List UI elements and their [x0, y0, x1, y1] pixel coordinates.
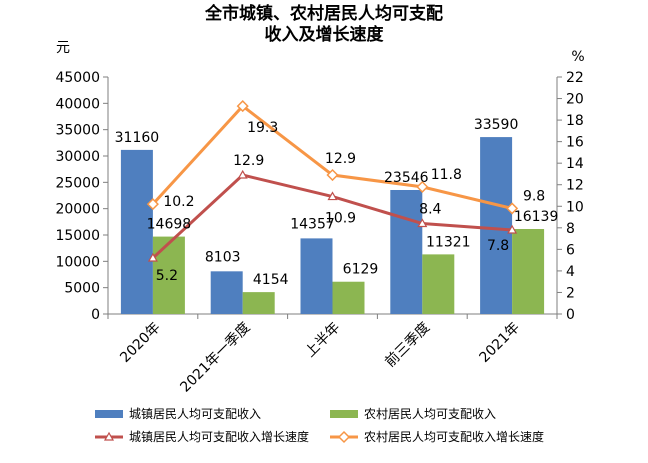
line-value-label: 7.8	[487, 238, 509, 254]
legend-label: 城镇居民人均可支配收入	[129, 407, 261, 421]
bar	[332, 281, 365, 314]
bar-value-label: 6129	[343, 262, 379, 278]
line-point-diamond	[416, 180, 429, 193]
bar-value-label: 16139	[514, 209, 559, 225]
x-tick-label: 2021年	[477, 320, 523, 366]
line-point-triangle	[507, 224, 518, 234]
y-right-tick-label: 6	[566, 242, 575, 258]
bar	[390, 189, 423, 314]
y-left-tick-label: 0	[91, 307, 100, 323]
y-right-tick-label: 10	[566, 199, 584, 215]
y-right-tick-label: 18	[566, 113, 584, 129]
legend-label: 农村居民人均可支配收入增长速度	[364, 429, 544, 444]
line-value-label: 9.8	[523, 188, 545, 204]
y-right-unit: %	[571, 49, 584, 65]
line-value-label: 12.9	[233, 153, 264, 169]
line-point-triangle	[327, 191, 338, 201]
bar	[480, 137, 513, 314]
line-value-label: 12.9	[325, 151, 356, 167]
y-right-tick-label: 8	[566, 221, 575, 237]
y-left-tick-label: 10000	[55, 254, 100, 270]
bar	[300, 238, 333, 314]
y-right-tick-label: 0	[566, 307, 575, 323]
y-right-tick-label: 14	[566, 156, 584, 172]
line-point-diamond	[146, 198, 159, 211]
bar	[120, 149, 153, 314]
bar-value-label: 4154	[253, 272, 289, 288]
y-right-tick-label: 22	[566, 70, 584, 86]
y-right-tick-label: 20	[566, 92, 584, 108]
x-tick-label: 上半年	[302, 320, 343, 361]
y-left-tick-label: 20000	[55, 202, 100, 218]
line-value-label: 8.4	[419, 202, 441, 218]
bar-value-label: 31160	[115, 130, 160, 146]
bar-value-label: 23546	[384, 170, 429, 186]
bar-value-label: 14357	[290, 216, 335, 232]
y-left-unit: 元	[56, 40, 70, 56]
bar-value-label: 8103	[205, 249, 241, 265]
y-left-tick-label: 45000	[55, 70, 100, 86]
bar	[422, 254, 455, 314]
line-point-diamond	[326, 168, 339, 182]
y-left-tick-label: 35000	[55, 123, 100, 139]
y-right-tick-label: 2	[566, 285, 575, 301]
y-left-tick-label: 30000	[55, 149, 100, 165]
legend-label: 城镇居民人均可支配收入增长速度	[129, 429, 309, 444]
line-point-triangle	[237, 169, 248, 179]
y-left-tick-label: 5000	[64, 281, 100, 297]
line-value-label: 5.2	[156, 268, 178, 284]
legend-marker-diamond	[337, 430, 351, 444]
line-value-label: 19.3	[247, 120, 278, 136]
chart-title-line-2: 收入及增长速度	[264, 25, 384, 45]
x-tick-label: 2021年一季度	[177, 320, 253, 396]
bar-value-label: 11321	[426, 234, 471, 250]
line-value-label: 10.9	[325, 211, 356, 227]
bar-value-label: 33590	[474, 117, 519, 133]
line-point-diamond	[506, 202, 519, 215]
legend-label: 农村居民人均可支配收入	[364, 407, 496, 421]
chart-title-line-1: 全市城镇、农村居民人均可支配	[205, 4, 443, 24]
legend-swatch	[95, 410, 123, 418]
x-tick-label: 2020年	[117, 320, 163, 366]
y-left-tick-label: 40000	[55, 96, 100, 112]
x-tick-label: 前三季度	[382, 319, 434, 371]
legend-marker-triangle	[103, 431, 115, 441]
line-value-label: 10.2	[163, 194, 194, 210]
line-value-label: 11.8	[431, 167, 462, 183]
bar-value-label: 14698	[147, 217, 192, 233]
y-right-tick-label: 4	[566, 264, 575, 280]
bar	[152, 236, 185, 314]
y-left-tick-label: 25000	[55, 175, 100, 191]
y-right-tick-label: 16	[566, 135, 584, 151]
line-point-triangle	[147, 252, 158, 262]
bar	[210, 271, 243, 314]
bar	[242, 292, 275, 314]
y-right-tick-label: 12	[566, 178, 584, 194]
bar	[512, 229, 545, 314]
legend-swatch	[330, 410, 358, 418]
line-point-diamond	[236, 100, 249, 113]
y-left-tick-label: 15000	[55, 228, 100, 244]
line-point-triangle	[417, 218, 428, 228]
